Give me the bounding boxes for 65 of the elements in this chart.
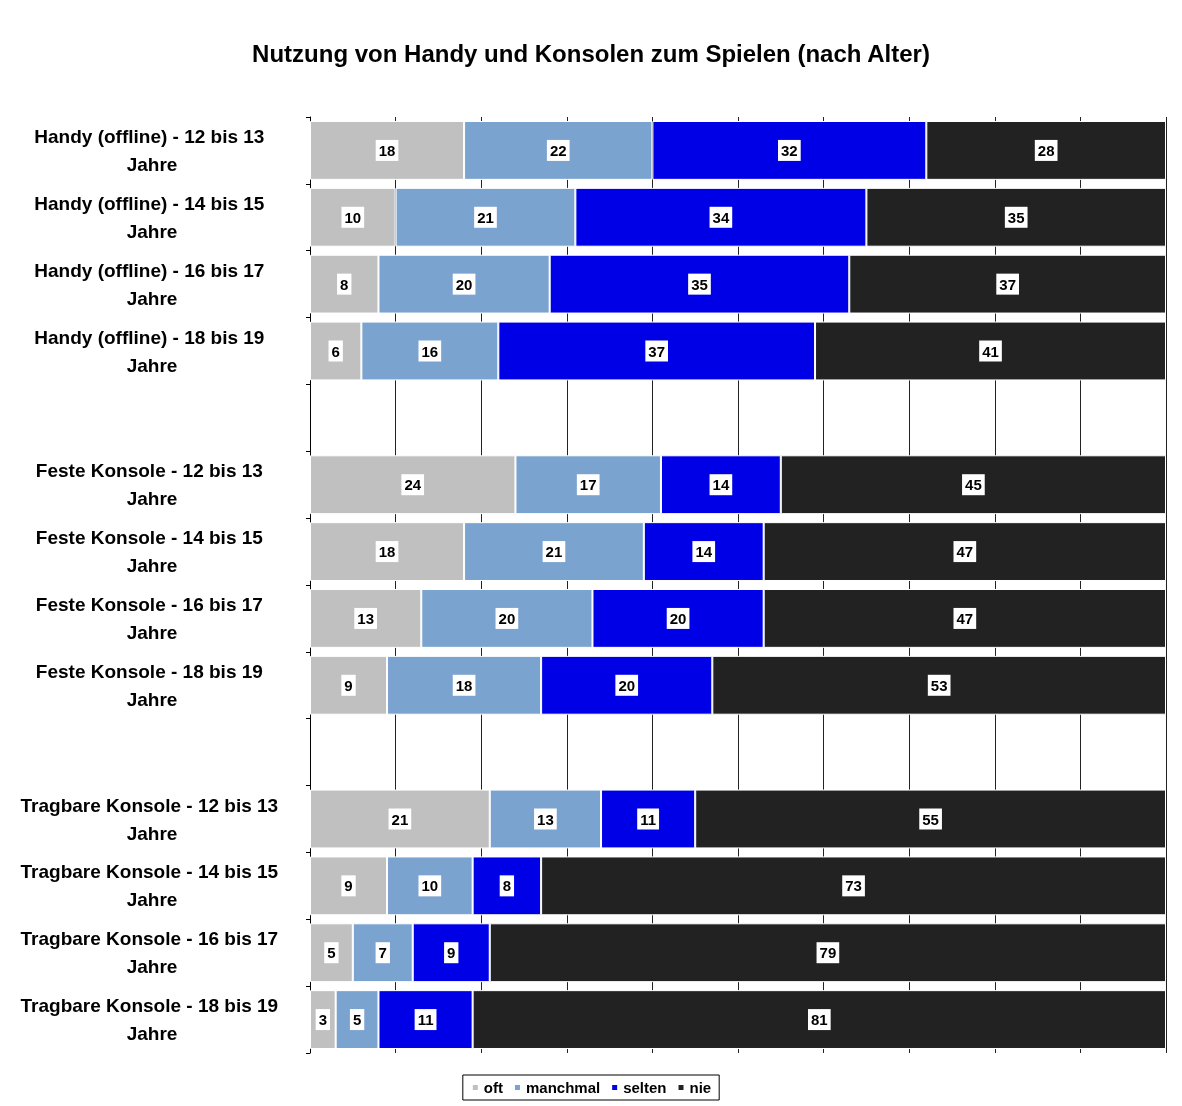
data-label: 35	[691, 275, 708, 293]
data-label: 21	[391, 810, 409, 828]
data-label: 28	[1037, 141, 1055, 159]
data-label: 14	[712, 476, 730, 494]
data-label: 37	[648, 342, 666, 360]
data-label: 37	[999, 275, 1016, 293]
data-label: 34	[712, 208, 730, 226]
y-tick-label: Feste Konsole - 18 bis 19 Jahre	[35, 660, 269, 710]
legend-label: selten	[623, 1079, 667, 1096]
data-label: 21	[477, 208, 494, 226]
data-label: 41	[982, 342, 999, 360]
data-label: 21	[545, 543, 563, 561]
data-label: 79	[819, 944, 837, 962]
data-label: 5	[352, 1011, 362, 1029]
legend-label: oft	[483, 1079, 503, 1096]
data-label: 32	[781, 141, 798, 159]
data-label: 18	[455, 676, 473, 694]
data-label: 14	[695, 543, 713, 561]
y-tick-label: Handy (offline) - 18 bis 19 Jahre	[34, 326, 270, 376]
data-label: 6	[331, 342, 340, 360]
data-label: 13	[357, 609, 374, 627]
data-label: 16	[421, 342, 439, 360]
chart-title: Nutzung von Handy und Konsolen zum Spielen (nach Alter)	[252, 39, 930, 67]
data-label: 24	[404, 476, 422, 494]
y-tick-label: Handy (offline) - 16 bis 17 Jahre	[34, 259, 270, 309]
data-label: 20	[498, 609, 516, 627]
data-label: 47	[956, 543, 974, 561]
data-label: 20	[669, 609, 687, 627]
y-tick-label: Handy (offline) - 14 bis 15 Jahre	[34, 192, 270, 242]
data-label: 20	[618, 676, 636, 694]
data-label: 9	[344, 877, 353, 895]
legend-label: nie	[689, 1079, 712, 1096]
data-label: 8	[502, 877, 512, 895]
y-tick-label: Tragbare Konsole - 12 bis 13 Jahre	[20, 794, 284, 844]
data-label: 11	[417, 1011, 434, 1029]
data-label: 53	[930, 676, 948, 694]
data-label: 18	[378, 141, 396, 159]
data-label: 9	[344, 676, 353, 694]
data-label: 7	[378, 944, 387, 962]
data-label: 47	[956, 609, 974, 627]
data-label: 5	[327, 944, 336, 962]
data-label: 11	[640, 810, 657, 828]
data-label: 3	[318, 1011, 328, 1029]
data-label: 35	[1007, 208, 1025, 226]
y-tick-label: Tragbare Konsole - 14 bis 15 Jahre	[20, 861, 284, 911]
data-label: 13	[537, 810, 554, 828]
data-label: 17	[579, 476, 597, 494]
data-label: 73	[845, 877, 862, 895]
data-label: 22	[549, 141, 567, 159]
data-label: 10	[421, 877, 439, 895]
y-tick-label: Tragbare Konsole - 18 bis 19 Jahre	[20, 995, 284, 1045]
y-tick-label: Feste Konsole - 14 bis 15 Jahre	[35, 527, 269, 577]
data-label: 18	[378, 543, 396, 561]
data-label: 45	[965, 476, 982, 494]
y-tick-label: Handy (offline) - 12 bis 13 Jahre	[34, 125, 270, 175]
legend-label: manchmal	[525, 1079, 601, 1096]
data-label: 8	[340, 275, 349, 293]
data-label: 9	[447, 944, 456, 962]
y-tick-label: Tragbare Konsole - 16 bis 17 Jahre	[20, 928, 284, 978]
y-tick-label: Feste Konsole - 12 bis 13 Jahre	[35, 460, 269, 510]
y-tick-label: Feste Konsole - 16 bis 17 Jahre	[35, 593, 269, 643]
data-label: 10	[344, 208, 362, 226]
data-label: 81	[810, 1011, 828, 1029]
data-label: 55	[922, 810, 939, 828]
data-label: 20	[455, 275, 473, 293]
